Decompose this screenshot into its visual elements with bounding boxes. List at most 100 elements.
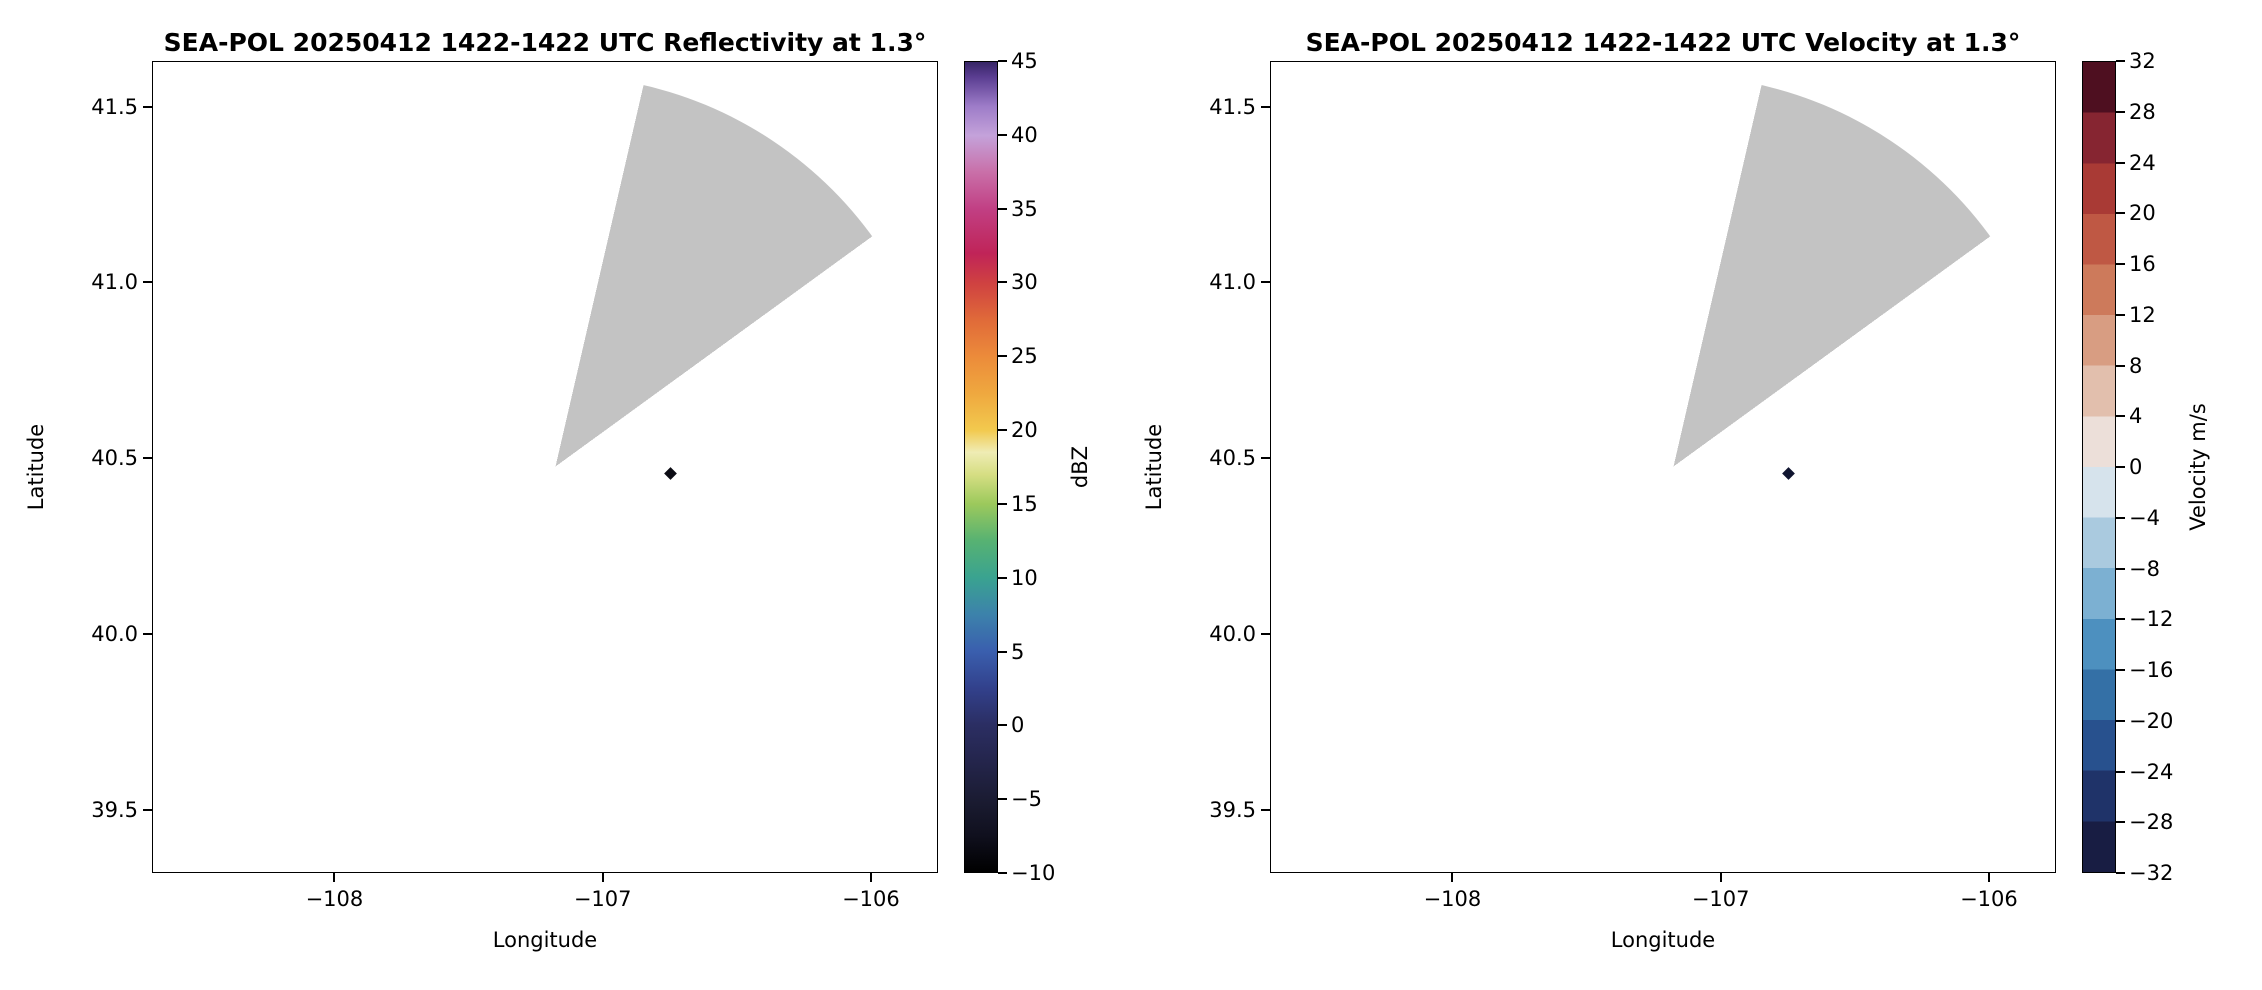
x-tick-label: −108 (305, 887, 364, 911)
x-tick-label: −106 (842, 887, 900, 911)
colorbar-tick (998, 724, 1007, 727)
velocity-colorbar (2082, 61, 2116, 873)
y-axis-tick (143, 105, 152, 108)
x-axis-tick (1987, 873, 1990, 882)
colorbar-tick-label: 12 (2129, 302, 2156, 327)
colorbar-tick-label: −8 (2129, 556, 2160, 581)
colorbar-tick-label: −20 (2129, 708, 2174, 733)
colorbar-tick-label: 20 (1011, 418, 1038, 443)
colorbar-tick (998, 207, 1007, 210)
colorbar-tick-label: 16 (2129, 252, 2156, 276)
reflectivity-colorbar (964, 61, 998, 873)
colorbar-tick (2116, 364, 2125, 367)
colorbar-tick (2116, 872, 2125, 874)
y-tick-label: 41.5 (1209, 94, 1256, 119)
x-axis-tick (1719, 873, 1722, 882)
colorbar-tick (998, 355, 1007, 358)
y-tick-label: 40.5 (1209, 446, 1256, 471)
colorbar-tick (998, 576, 1007, 579)
y-axis-tick (143, 632, 152, 635)
colorbar-tick (998, 133, 1007, 136)
colorbar-tick (2116, 415, 2125, 418)
colorbar-tick (998, 650, 1007, 653)
x-tick-label: −106 (1960, 887, 2018, 911)
colorbar-tick-label: 40 (1011, 122, 1038, 147)
y-tick-label: 40.0 (1209, 621, 1256, 646)
colorbar-tick-label: 0 (1011, 713, 1025, 738)
colorbar-tick (2116, 110, 2125, 113)
y-axis-tick (143, 457, 152, 460)
x-tick-label: −108 (1423, 887, 1482, 911)
x-tick-label: −107 (573, 887, 632, 911)
velocity-colorbar-label: Velocity m/s (2186, 403, 2210, 531)
colorbar-tick-label: −24 (2129, 759, 2174, 784)
reflectivity-xlabel: Longitude (492, 928, 598, 952)
colorbar-tick (2116, 770, 2125, 773)
x-axis-tick (333, 873, 336, 882)
colorbar-tick (998, 872, 1007, 874)
colorbar-tick-label: −5 (1011, 787, 1042, 812)
colorbar-tick-label: 45 (1011, 49, 1038, 73)
reflectivity-title: SEA-POL 20250412 1422-1422 UTC Reflectiv… (163, 28, 927, 57)
y-tick-label: 39.5 (1209, 797, 1256, 822)
colorbar-tick-label: 8 (2129, 353, 2143, 378)
colorbar-tick (998, 798, 1007, 801)
colorbar-tick (2116, 313, 2125, 316)
colorbar-tick-label: 30 (1011, 270, 1038, 295)
colorbar-tick-label: −28 (2129, 810, 2174, 835)
colorbar-tick (2116, 60, 2125, 62)
x-tick-label: −107 (1691, 887, 1750, 911)
y-tick-label: 41.0 (91, 270, 138, 295)
y-axis-tick (1261, 808, 1270, 811)
colorbar-tick (2116, 669, 2125, 671)
y-tick-label: 41.5 (91, 94, 138, 119)
colorbar-tick (2116, 719, 2125, 722)
colorbar-tick-label: 32 (2129, 49, 2156, 73)
colorbar-tick (2116, 821, 2125, 824)
colorbar-tick-label: 25 (1011, 344, 1038, 369)
colorbar-tick-label: −32 (2129, 861, 2174, 885)
colorbar-tick (2116, 516, 2125, 519)
velocity-xlabel: Longitude (1610, 928, 1716, 952)
radar-scan-coverage (1281, 74, 2055, 858)
x-axis-tick (1451, 873, 1454, 882)
colorbar-tick (2116, 212, 2125, 215)
colorbar-tick-label: 35 (1011, 196, 1038, 221)
y-axis-tick (1261, 105, 1270, 108)
colorbar-tick (998, 429, 1007, 432)
y-tick-label: 40.0 (91, 621, 138, 646)
colorbar-tick (2116, 263, 2125, 265)
colorbar-tick-label: 28 (2129, 99, 2156, 124)
x-axis-tick (869, 873, 872, 882)
y-tick-label: 39.5 (91, 797, 138, 822)
colorbar-tick-label: −16 (2129, 658, 2174, 682)
colorbar-tick (2116, 161, 2125, 164)
reflectivity-plot-area (152, 61, 938, 873)
colorbar-tick (998, 60, 1007, 62)
reflectivity-colorbar-label: dBZ (1068, 445, 1092, 489)
y-axis-tick (143, 281, 152, 284)
colorbar-tick-label: 0 (2129, 455, 2143, 479)
colorbar-tick-label: 24 (2129, 150, 2156, 175)
y-axis-tick (1261, 281, 1270, 284)
y-axis-tick (1261, 632, 1270, 635)
y-tick-label: 41.0 (1209, 270, 1256, 295)
colorbar-tick-label: −12 (2129, 607, 2174, 632)
y-axis-tick (143, 808, 152, 811)
y-tick-label: 40.5 (91, 446, 138, 471)
velocity-title: SEA-POL 20250412 1422-1422 UTC Velocity … (1305, 28, 2021, 57)
colorbar-tick (2116, 567, 2125, 570)
colorbar-tick-label: −10 (1011, 861, 1056, 885)
colorbar-tick (998, 502, 1007, 505)
colorbar-tick-label: −4 (2129, 505, 2160, 530)
colorbar-tick-label: 5 (1011, 639, 1025, 664)
colorbar-tick (998, 281, 1007, 284)
colorbar-tick-label: 15 (1011, 491, 1038, 516)
colorbar-tick (2116, 466, 2125, 468)
radar-scan-coverage (163, 74, 937, 858)
x-axis-tick (601, 873, 604, 882)
colorbar-tick-label: 10 (1011, 565, 1038, 590)
colorbar-tick (2116, 618, 2125, 621)
y-axis-tick (1261, 457, 1270, 460)
colorbar-tick-label: 20 (2129, 201, 2156, 226)
